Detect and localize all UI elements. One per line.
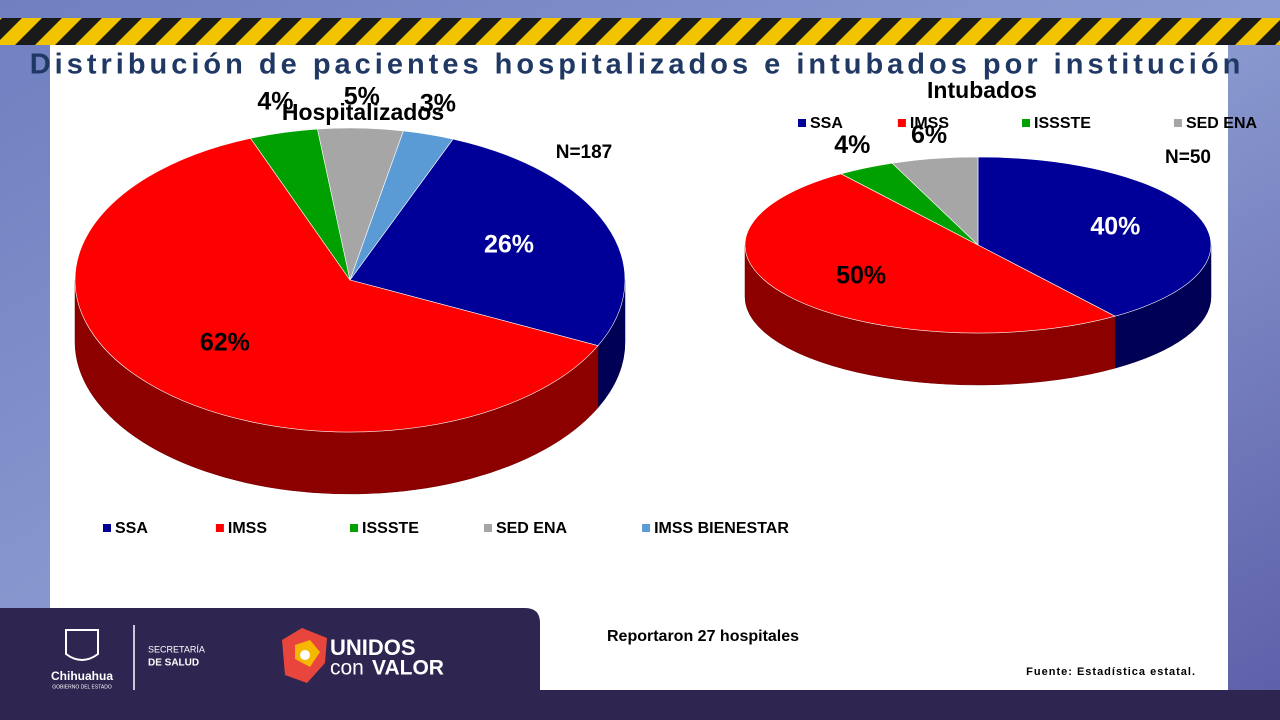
slice	[349, 130, 454, 281]
legend-swatch	[642, 524, 651, 532]
hazard-band	[0, 18, 1280, 45]
data-label: 4%	[834, 131, 870, 159]
legend-swatch	[798, 119, 806, 127]
brand-1: UNIDOS	[330, 635, 416, 660]
data-label: 3%	[420, 89, 456, 117]
data-label: 40%	[1090, 213, 1140, 241]
legend-swatch	[897, 119, 906, 127]
legend-label: SED ENA	[1186, 115, 1258, 132]
legend-label: ISSSTE	[362, 520, 419, 537]
salud: DE SALUD	[148, 658, 199, 669]
source: Fuente: Estadística estatal.	[1026, 666, 1196, 678]
legend-swatch	[103, 524, 111, 532]
footnote: Reportaron 27 hospitales	[607, 628, 799, 645]
legend-label: IMSS BIENESTAR	[654, 520, 789, 537]
brand-logo: UNIDOS con VALOR	[282, 628, 444, 683]
legend-swatch	[1022, 119, 1031, 127]
legend-swatch	[215, 524, 224, 532]
legend-label: ISSSTE	[1034, 115, 1091, 132]
data-label: 5%	[344, 82, 380, 110]
chart-title: Intubados	[927, 77, 1037, 103]
slice	[891, 156, 979, 246]
slice	[74, 137, 599, 433]
state-sub: GOBIERNO DEL ESTADO	[52, 684, 112, 690]
slice	[977, 156, 1212, 317]
slice	[349, 138, 626, 347]
footer-bar	[0, 608, 540, 690]
annotation: N=187	[556, 142, 613, 163]
annotation: N=50	[1165, 147, 1211, 168]
secretaria: SECRETARÍA	[148, 644, 205, 654]
state-name: Chihuahua	[51, 669, 113, 683]
legend-swatch	[350, 524, 359, 532]
pie-tops	[745, 156, 1212, 334]
legend-label: SSA	[810, 115, 843, 132]
data-label: 4%	[257, 87, 293, 115]
legend-label: IMSS	[228, 520, 267, 537]
slide-title: Distribución de pacientes hospitalizados…	[30, 49, 1245, 81]
pie-tops	[74, 127, 626, 433]
legend-swatch	[1173, 119, 1182, 127]
data-label: 6%	[911, 121, 947, 149]
data-label: 26%	[484, 231, 534, 259]
legend-label: IMSS	[910, 115, 949, 132]
legend-label: SSA	[115, 520, 148, 537]
data-label: 62%	[200, 329, 250, 357]
brand-2: con	[330, 657, 364, 680]
chart-title: Hospitalizados	[282, 99, 444, 125]
bottom-band	[0, 690, 1280, 720]
state-logo: Chihuahua GOBIERNO DEL ESTADO	[51, 629, 113, 690]
legend-label: SED ENA	[496, 520, 568, 537]
slice	[745, 173, 1116, 334]
data-label: 50%	[836, 262, 886, 290]
legend-swatch	[483, 524, 492, 532]
brand-3: VALOR	[372, 657, 444, 680]
